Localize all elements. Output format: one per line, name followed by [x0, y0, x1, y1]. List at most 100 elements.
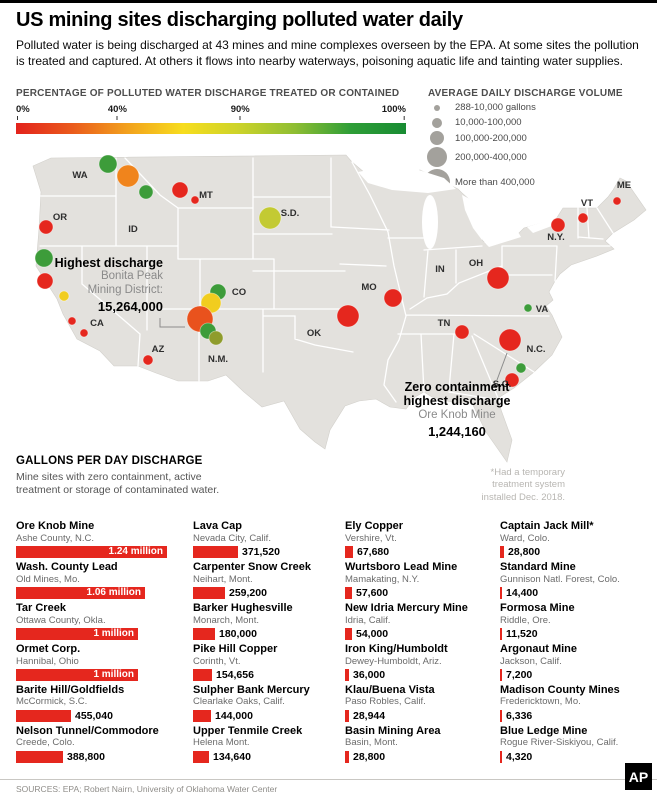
state-borders [39, 157, 614, 403]
discharge-value: 455,040 [75, 709, 113, 722]
mine-entry: Basin Mining Area Basin, Mont. 28,800 [345, 725, 500, 763]
volume-circle-cell [422, 104, 452, 111]
discharge-bar [193, 668, 212, 681]
volume-circle-icon [434, 104, 440, 111]
discharge-bar-row: 7,200 [500, 668, 649, 681]
volume-legend-label: 200,000-400,000 [455, 151, 527, 163]
mine-location: Ottawa County, Okla. [16, 614, 106, 626]
mine-column: Lava Cap Nevada City, Calif. 371,520 Carpen… [193, 520, 345, 767]
state-label-wa: WA [72, 170, 87, 181]
discharge-bar-row: 144,000 [193, 709, 345, 722]
discharge-bar-row: 455,040 [16, 709, 193, 722]
mine-name: Blue Ledge Mine [500, 724, 588, 737]
lake-superior [358, 164, 456, 193]
mine-location: Rogue River-Siskiyou, Calif. [500, 737, 619, 749]
mine-location: Vershire, Vt. [345, 532, 397, 544]
discharge-value: 1.06 million [86, 587, 141, 599]
mine-name: Carpenter Snow Creek [193, 560, 311, 573]
discharge-bar [500, 668, 502, 681]
mine-entry: Argonaut Mine Jackson, Calif. 7,200 [500, 643, 649, 681]
mine-entry: Blue Ledge Mine Rogue River-Siskiyou, Cal… [500, 724, 649, 763]
mine-location: Riddle, Ore. [500, 614, 551, 626]
mine-entry: Pike Hill Copper Corinth, Vt. 154,656 [193, 643, 345, 681]
mine-location: Hannibal, Ohio [16, 655, 79, 667]
discharge-bar: 1 million [16, 668, 138, 681]
discharge-bar-row: 180,000 [193, 627, 345, 640]
discharge-value: 180,000 [219, 627, 257, 640]
state-labels-layer: WA OR ID MT CA AZ N.M. CO S.D. OK MO IN OH TN VA N.C. S.… [53, 170, 631, 390]
volume-legend-item: 100,000-200,000 [422, 131, 647, 145]
mine-location: Nevada City, Calif. [193, 532, 271, 544]
mine-name: Lava Cap [193, 520, 242, 532]
mine-entry: Barite Hill/Goldfields McCormick, S.C. 455… [16, 683, 193, 722]
state-label-nc: N.C. [527, 344, 546, 355]
mine-name: Ely Copper [345, 520, 404, 532]
discharge-bar-row: 1 million [16, 627, 193, 640]
mine-site-bubble [208, 330, 224, 346]
mine-entry: Captain Jack Mill* Ward, Colo. 28,800 [500, 520, 649, 558]
mine-name: Wash. County Lead [16, 560, 118, 573]
state-label-mo: MO [361, 282, 376, 293]
discharge-bar-row: 67,680 [345, 545, 500, 558]
mine-location: Neihart, Mont. [193, 573, 253, 585]
mine-entry: Formosa Mine Riddle, Ore. 11,520 [500, 601, 649, 640]
discharge-bar-row: 388,800 [16, 750, 193, 763]
mine-site-bubble [190, 195, 200, 205]
volume-circle-icon [430, 131, 444, 145]
discharge-bar [500, 750, 502, 763]
mine-site-bubble [486, 266, 510, 290]
mine-name: Tar Creek [16, 601, 66, 614]
volume-legend-item: 288-10,000 gallons [422, 101, 647, 114]
discharge-bar [500, 627, 502, 640]
discharge-bar-row: 14,400 [500, 586, 649, 599]
map-footnote: *Had a temporary treatment system installe… [455, 467, 565, 504]
discharge-value: 388,800 [67, 750, 105, 763]
discharge-bar: 1.06 million [16, 586, 145, 599]
mine-entry: Wash. County Lead Old Mines, Mo. 1.06 mill… [16, 560, 193, 599]
mine-name: Wurtsboro Lead Mine [345, 560, 458, 573]
discharge-value: 36,000 [353, 668, 386, 681]
discharge-value: 28,800 [508, 545, 541, 558]
gradient-tick-mark [404, 116, 405, 120]
mine-entry: Upper Tenmile Creek Helena Mont. 134,640 [193, 724, 345, 763]
mine-location: Dewey-Humboldt, Ariz. [345, 655, 442, 667]
mine-column: Captain Jack Mill* Ward, Colo. 28,800 Stand… [500, 520, 649, 767]
mine-name: Captain Jack Mill* [500, 520, 594, 532]
mine-name: Upper Tenmile Creek [193, 724, 303, 737]
mine-site-bubble [523, 303, 533, 313]
mine-location: Clearlake Oaks, Calif. [193, 696, 285, 708]
mine-site-bubble [142, 354, 154, 366]
volume-circle-icon [432, 117, 442, 128]
state-label-id: ID [128, 224, 138, 235]
discharge-bar [345, 750, 349, 763]
mine-location: Paso Robles, Calif. [345, 696, 426, 708]
gradient-tick-mark [239, 116, 241, 120]
mine-name: Klau/Buena Vista [345, 683, 435, 696]
mine-location: Gunnison Natl. Forest, Colo. [500, 573, 620, 585]
gradient-tick-label: 100% [381, 104, 406, 115]
discharge-bar [193, 750, 209, 763]
mine-site-bubble [36, 272, 54, 290]
discharge-bar: 1 million [16, 627, 138, 640]
discharge-bar-row: 11,520 [500, 627, 649, 640]
mine-location: Monarch, Mont. [193, 614, 259, 626]
state-label-or: OR [53, 212, 67, 223]
mine-entry: New Idria Mercury Mine Idria, Calif. 54,00… [345, 602, 500, 640]
mine-name: Barite Hill/Goldfields [16, 683, 125, 696]
mine-entry: Ormet Corp. Hannibal, Ohio 1 million [16, 643, 193, 681]
gradient-tick: 90% [231, 104, 250, 120]
volume-legend-label: 10,000-100,000 [455, 117, 522, 128]
mine-site-bubble [58, 290, 70, 302]
page-title: US mining sites discharging polluted wat… [16, 9, 463, 31]
state-label-ca: CA [90, 318, 104, 329]
discharge-value: 28,944 [353, 709, 386, 722]
percent-gradient-legend: 0% 40% 90% 100% [16, 104, 406, 136]
gradient-tick: 100% [382, 104, 406, 120]
discharge-value: 144,000 [215, 709, 253, 722]
discharge-bar-row: 154,656 [193, 668, 345, 681]
discharge-bar [193, 586, 225, 599]
discharge-value: 371,520 [242, 545, 280, 558]
discharge-bar [500, 586, 502, 599]
mine-name: Formosa Mine [500, 601, 575, 614]
